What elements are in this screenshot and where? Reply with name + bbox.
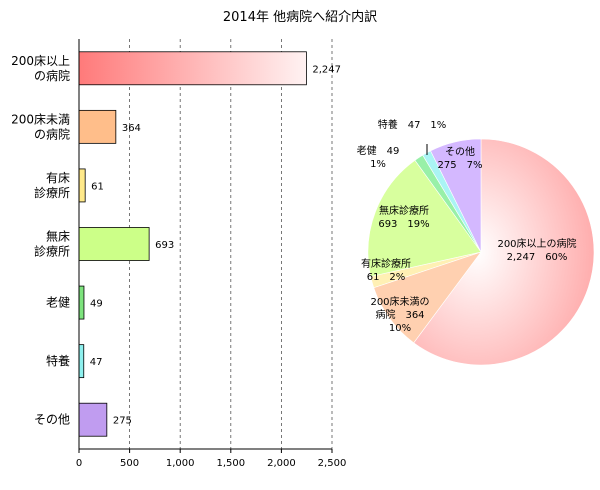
x-tick-label: 1,500 bbox=[216, 458, 245, 469]
x-tick-label: 2,000 bbox=[267, 458, 296, 469]
pie-slice-label: 無床診療所 693 19% bbox=[378, 204, 429, 230]
bar bbox=[78, 402, 108, 437]
chart-title: 2014年 他病院へ紹介内訳 bbox=[223, 9, 377, 25]
category-label: 無床診療所 bbox=[34, 229, 70, 259]
category-label: 有床診療所 bbox=[34, 171, 70, 200]
x-tick-label: 500 bbox=[120, 458, 139, 469]
bar bbox=[78, 285, 85, 320]
pie-slice bbox=[413, 138, 595, 366]
bar-value-label: 61 bbox=[91, 181, 104, 192]
pie-slice-label: 200床未満の病院 364 10% bbox=[370, 295, 429, 334]
pie-slice-label: 老健 49 1% bbox=[357, 144, 400, 170]
bar bbox=[78, 109, 117, 144]
category-label: その他 bbox=[34, 413, 70, 427]
bar-value-label: 364 bbox=[122, 123, 141, 134]
pie-slice bbox=[430, 138, 482, 253]
bar-value-label: 275 bbox=[113, 416, 132, 427]
pie-slice-label: 200床以上の病院 2,247 60% bbox=[497, 237, 576, 263]
bar-value-label: 2,247 bbox=[312, 64, 341, 75]
bar bbox=[78, 344, 85, 379]
bar-value-label: 693 bbox=[155, 240, 174, 251]
bar bbox=[78, 168, 86, 203]
bar-value-label: 49 bbox=[90, 299, 103, 310]
x-tick-label: 1,000 bbox=[166, 458, 195, 469]
bar bbox=[78, 51, 307, 86]
x-tick-label: 0 bbox=[76, 458, 82, 469]
pie-slice-label: 有床診療所 61 2% bbox=[361, 257, 411, 283]
x-tick-label: 2,500 bbox=[318, 458, 347, 469]
bar-value-label: 47 bbox=[90, 357, 103, 368]
category-label: 特養 bbox=[46, 353, 70, 368]
bar bbox=[78, 227, 150, 261]
pie-slice-label: 特養 47 1% bbox=[378, 118, 447, 131]
pie-slice-label: その他 275 7% bbox=[438, 145, 483, 171]
category-label: 200床未満の病院 bbox=[11, 112, 70, 141]
pie-slice bbox=[367, 159, 482, 277]
category-label: 老健 bbox=[46, 296, 70, 310]
category-label: 200床以上の病院 bbox=[11, 54, 70, 83]
